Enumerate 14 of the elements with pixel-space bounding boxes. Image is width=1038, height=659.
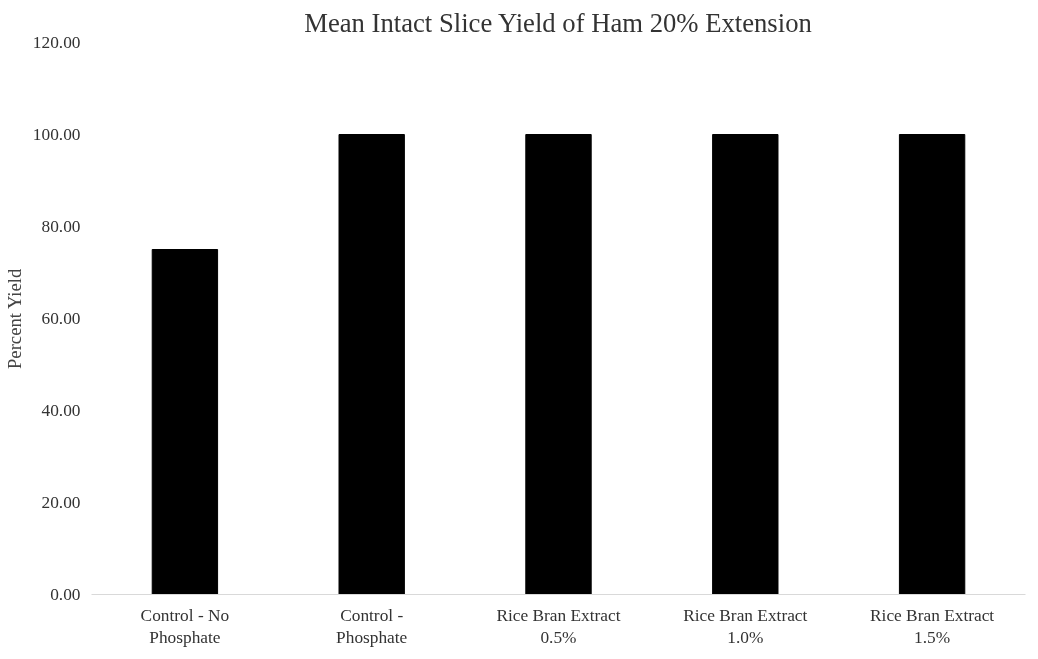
chart-title: Mean Intact Slice Yield of Ham 20% Extension	[304, 7, 812, 38]
x-tick-label: Control - No Phosphate	[140, 605, 230, 648]
x-tick-label: Rice Bran Extract 1.5%	[870, 605, 995, 648]
y-tick-label: 100.00	[32, 125, 81, 144]
x-tick-label: Rice Bran Extract 1.0%	[683, 605, 808, 648]
y-axis-title: Percent Yield	[3, 268, 25, 370]
x-tick-label: Rice Bran Extract 0.5%	[496, 605, 621, 648]
y-tick-label: 0.00	[50, 585, 81, 604]
x-tick-label: Control - Phosphate	[336, 605, 408, 648]
y-tick-label: 60.00	[41, 309, 81, 328]
y-tick-label: 40.00	[41, 401, 81, 420]
y-tick-label: 120.00	[32, 33, 81, 52]
y-tick-label: 80.00	[41, 217, 81, 236]
y-tick-label: 20.00	[41, 493, 81, 512]
